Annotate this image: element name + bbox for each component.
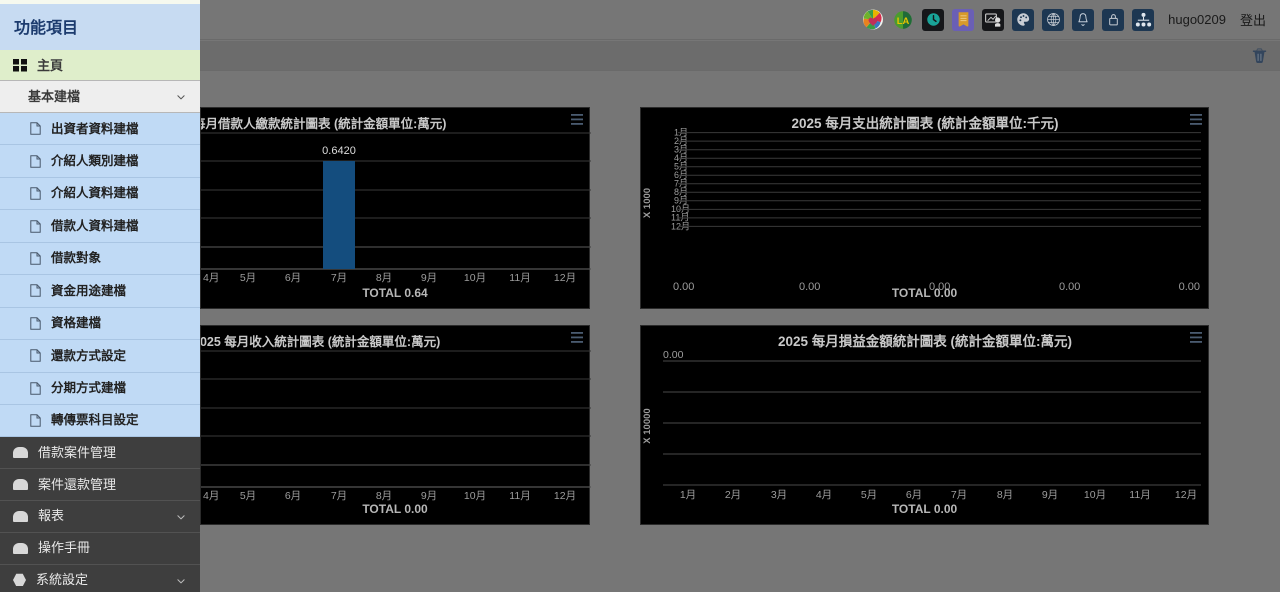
svg-text:5月: 5月 [240,490,256,502]
svg-text:3月: 3月 [771,489,787,501]
svg-text:6月: 6月 [285,490,301,502]
svg-text:2025 每月損益金額統計圖表 (統計金額單位:萬元): 2025 每月損益金額統計圖表 (統計金額單位:萬元) [778,333,1072,349]
svg-text:4月: 4月 [816,489,832,501]
svg-text:9月: 9月 [421,490,437,502]
svg-text:2025 每月支出統計圖表 (統計金額單位:千元): 2025 每月支出統計圖表 (統計金額單位:千元) [791,115,1058,131]
svg-text:8月: 8月 [376,490,392,502]
svg-text:5月: 5月 [861,489,877,501]
svg-text:7月: 7月 [951,489,967,501]
svg-text:4月: 4月 [203,272,219,284]
svg-text:6月: 6月 [285,272,301,284]
svg-text:X 1000: X 1000 [642,188,653,218]
svg-text:11月: 11月 [1129,489,1150,501]
svg-text:10月: 10月 [464,490,486,502]
svg-text:9月: 9月 [1042,489,1058,501]
svg-text:10月: 10月 [464,272,486,284]
svg-text:7月: 7月 [331,490,347,502]
svg-text:8月: 8月 [376,272,392,284]
svg-text:每月借款人繳款統計圖表 (統計金額單位:萬元): 每月借款人繳款統計圖表 (統計金額單位:萬元) [201,116,446,131]
svg-text:0.6420: 0.6420 [322,145,356,157]
svg-text:4月: 4月 [203,490,219,502]
svg-text:LA: LA [897,15,910,25]
svg-text:0.00: 0.00 [663,349,684,361]
svg-text:5月: 5月 [240,272,256,284]
svg-text:11月: 11月 [509,272,530,284]
svg-text:6月: 6月 [906,489,922,501]
svg-text:10月: 10月 [1084,489,1106,501]
svg-text:9月: 9月 [421,272,437,284]
svg-text:11月: 11月 [509,490,530,502]
svg-text:12月: 12月 [554,272,576,284]
svg-text:12月: 12月 [1175,489,1197,501]
svg-text:X 10000: X 10000 [642,408,653,443]
svg-text:8月: 8月 [997,489,1013,501]
svg-text:7月: 7月 [331,272,347,284]
svg-text:12月: 12月 [554,490,576,502]
svg-text:1月: 1月 [680,489,696,501]
svg-text:2025 每月收入統計圖表 (統計金額單位:萬元): 2025 每月收入統計圖表 (統計金額單位:萬元) [201,334,440,349]
svg-text:2月: 2月 [725,489,741,501]
